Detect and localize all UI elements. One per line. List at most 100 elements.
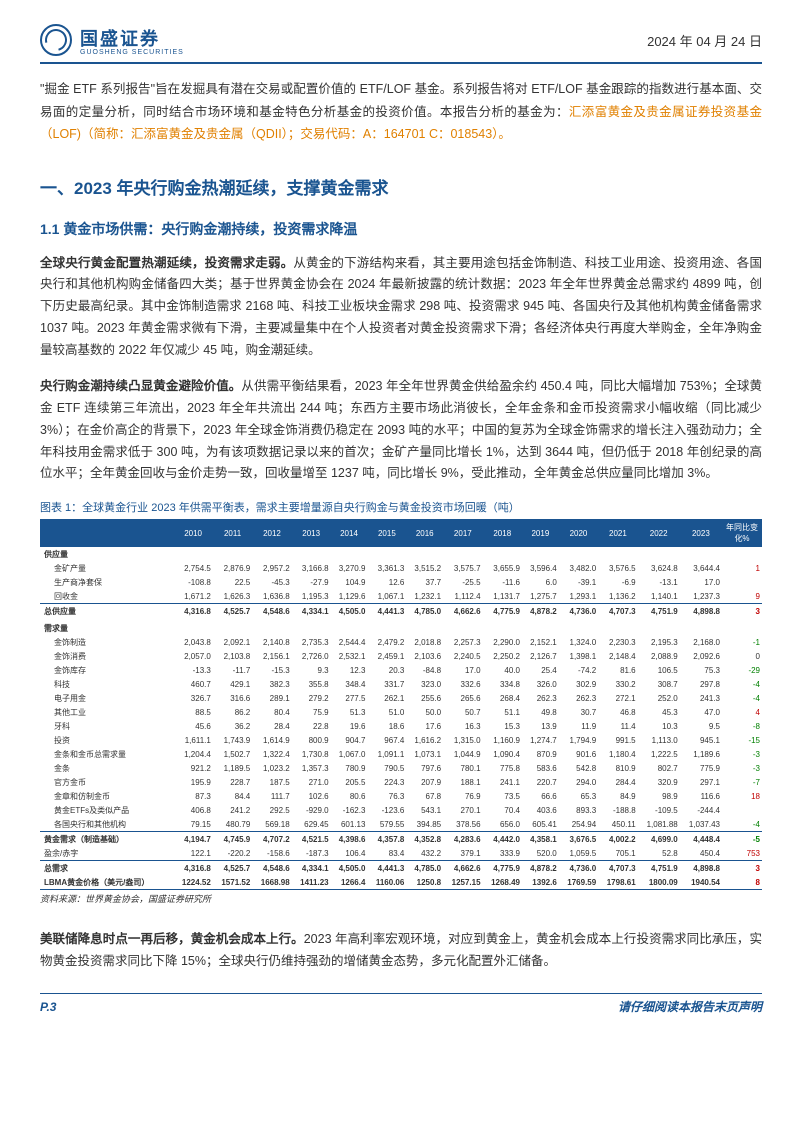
table-cell: 88.5 <box>173 705 212 719</box>
table-cell: 1,275.7 <box>522 589 559 604</box>
table-cell <box>252 547 291 561</box>
table-cell: 277.5 <box>331 691 368 705</box>
table-cell: -244.4 <box>680 803 722 817</box>
table-cell: 2,148.4 <box>598 649 637 663</box>
table-cell: 86.2 <box>213 705 252 719</box>
table-cell: 0 <box>722 649 762 663</box>
table-cell: 2,152.1 <box>522 635 559 649</box>
table-cell: 1940.54 <box>680 875 722 890</box>
table-cell: 1,189.5 <box>213 761 252 775</box>
table-cell: 4,751.9 <box>638 604 680 619</box>
table-cell <box>443 547 482 561</box>
table-cell: 2,195.3 <box>638 635 680 649</box>
table-cell <box>638 547 680 561</box>
table-year-header: 2019 <box>522 519 559 547</box>
table-row: 投资1,611.11,743.91,614.9800.9904.7967.41,… <box>40 733 762 747</box>
table-cell: 1,222.5 <box>638 747 680 761</box>
para1-bold: 全球央行黄金配置热潮延续，投资需求走弱。 <box>40 256 293 270</box>
table-cell <box>173 547 212 561</box>
footer-disclaimer: 请仔细阅读本报告末页声明 <box>618 998 762 1015</box>
table-cell <box>292 621 331 635</box>
table-row: 官方金币195.9228.7187.5271.0205.5224.3207.91… <box>40 775 762 789</box>
table-cell: -123.6 <box>367 803 406 817</box>
table-year-header: 2017 <box>443 519 482 547</box>
table-cell <box>522 547 559 561</box>
table-cell: 17.6 <box>406 719 443 733</box>
table-cell <box>483 621 522 635</box>
table-cell: 967.4 <box>367 733 406 747</box>
table-cell: 188.1 <box>443 775 482 789</box>
table-cell: 753 <box>722 846 762 861</box>
table-cell: 1,502.7 <box>213 747 252 761</box>
table-cell: 1,611.1 <box>173 733 212 747</box>
table-cell: -1 <box>722 635 762 649</box>
table-cell: 40.0 <box>483 663 522 677</box>
table-cell <box>213 621 252 635</box>
table-year-header: 2011 <box>213 519 252 547</box>
table-year-header: 2021 <box>598 519 637 547</box>
table-cell: 195.9 <box>173 775 212 789</box>
table-cell: 945.1 <box>680 733 722 747</box>
table-cell: -220.2 <box>213 846 252 861</box>
table-cell: 51.0 <box>367 705 406 719</box>
table-cell: -13.1 <box>638 575 680 589</box>
table-cell: 1,636.8 <box>252 589 291 604</box>
table-cell: 16.3 <box>443 719 482 733</box>
table-cell: 780.9 <box>331 761 368 775</box>
table-cell: 4,525.7 <box>213 604 252 619</box>
table-cell: 4,785.0 <box>406 604 443 619</box>
table-cell: 37.7 <box>406 575 443 589</box>
table-cell: 3,575.7 <box>443 561 482 575</box>
table-row: 总需求4,316.84,525.74,548.64,334.14,505.04,… <box>40 861 762 876</box>
table-cell: 4,548.6 <box>252 861 291 876</box>
table-cell: 331.7 <box>367 677 406 691</box>
table-cell: 1,189.6 <box>680 747 722 761</box>
table-cell: 3,515.2 <box>406 561 443 575</box>
row-label: 电子用金 <box>40 691 173 705</box>
table-cell: 4,707.3 <box>598 604 637 619</box>
table-cell: -74.2 <box>559 663 598 677</box>
table-cell: 36.2 <box>213 719 252 733</box>
table-cell: 1,090.4 <box>483 747 522 761</box>
table-cell: 9 <box>722 589 762 604</box>
table-cell: 3,482.0 <box>559 561 598 575</box>
table-cell: -188.8 <box>598 803 637 817</box>
table-cell: 4,398.6 <box>331 832 368 847</box>
row-label: 各国央行和其他机构 <box>40 817 173 832</box>
table-cell: 991.5 <box>598 733 637 747</box>
table-cell <box>598 621 637 635</box>
table-cell: 2,876.9 <box>213 561 252 575</box>
section-1-title: 一、2023 年央行购金热潮延续，支撑黄金需求 <box>40 174 762 199</box>
table-cell: 3 <box>722 604 762 619</box>
row-label: 投资 <box>40 733 173 747</box>
table-cell: -15 <box>722 733 762 747</box>
table-cell: 80.4 <box>252 705 291 719</box>
table-cell: 775.8 <box>483 761 522 775</box>
table-cell: 800.9 <box>292 733 331 747</box>
table-cell: 2,726.0 <box>292 649 331 663</box>
table-cell: 28.4 <box>252 719 291 733</box>
table-cell: 51.3 <box>331 705 368 719</box>
table-cell: -11.7 <box>213 663 252 677</box>
table-cell: 80.6 <box>331 789 368 803</box>
table-cell <box>559 621 598 635</box>
table-cell: 2,168.0 <box>680 635 722 649</box>
table-cell: 2,126.7 <box>522 649 559 663</box>
table-cell: 52.8 <box>638 846 680 861</box>
table-cell: 2,290.0 <box>483 635 522 649</box>
table-cell: 20.3 <box>367 663 406 677</box>
table-cell: 4,707.3 <box>598 861 637 876</box>
table-cell: 4,736.0 <box>559 604 598 619</box>
table-cell <box>722 575 762 589</box>
table-cell: 4,736.0 <box>559 861 598 876</box>
table-cell: 1268.49 <box>483 875 522 890</box>
table-cell: 323.0 <box>406 677 443 691</box>
table-cell: 1392.6 <box>522 875 559 890</box>
table-cell: 1,081.88 <box>638 817 680 832</box>
table-row: 科技460.7429.1382.3355.8348.4331.7323.0332… <box>40 677 762 691</box>
table-cell: 797.6 <box>406 761 443 775</box>
table-cell: 4,316.8 <box>173 604 212 619</box>
table-cell <box>252 621 291 635</box>
table-header-blank <box>40 519 173 547</box>
table-cell: 1,059.5 <box>559 846 598 861</box>
